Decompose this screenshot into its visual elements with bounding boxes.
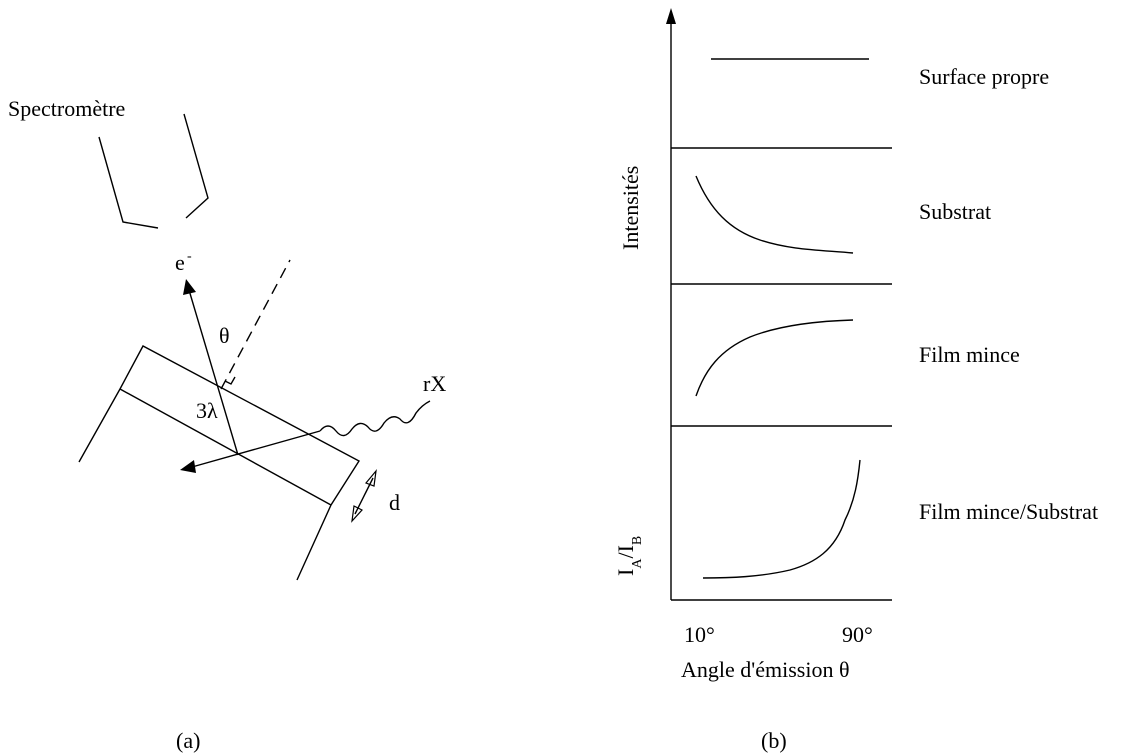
electron-arrowhead bbox=[183, 279, 196, 295]
row-label-substrat: Substrat bbox=[919, 199, 991, 224]
curve-film-mince bbox=[695, 319, 854, 397]
y-axis-arrowhead bbox=[666, 8, 676, 24]
ratio-sep: /I bbox=[613, 545, 638, 558]
electron-path bbox=[188, 289, 239, 456]
angle-label: θ bbox=[219, 323, 230, 348]
electron-superscript: - bbox=[187, 249, 192, 264]
panel-b-label: (b) bbox=[761, 728, 787, 753]
surface-normal bbox=[220, 259, 291, 390]
row-label-ratio: Film mince/Substrat bbox=[919, 499, 1098, 524]
spectrometer-shape-right bbox=[183, 113, 209, 219]
row-label-surface-propre: Surface propre bbox=[919, 64, 1049, 89]
y-axis-label-intensites: Intensités bbox=[618, 166, 643, 250]
depth-label: 3λ bbox=[196, 398, 218, 423]
curve-substrat bbox=[695, 175, 854, 254]
reflected-beam-arrowhead bbox=[180, 460, 196, 473]
sample-outline bbox=[78, 345, 360, 581]
row-label-film-mince: Film mince bbox=[919, 342, 1020, 367]
spectrometer-shape bbox=[98, 136, 159, 229]
ratio-sub-b: B bbox=[630, 536, 645, 545]
xray-label: rX bbox=[423, 371, 446, 396]
film-interface bbox=[119, 388, 332, 506]
x-axis-label: Angle d'émission θ bbox=[681, 657, 850, 682]
xray-wave bbox=[319, 400, 431, 437]
curve-ratio bbox=[702, 459, 861, 579]
ratio-main: I bbox=[613, 569, 638, 576]
panel-b: 10° 90° Angle d'émission θ Intensités IA… bbox=[613, 8, 1098, 753]
thickness-arrowhead-bottom bbox=[351, 505, 363, 523]
x-tick-10: 10° bbox=[684, 622, 715, 647]
spectrometer-label: Spectromètre bbox=[8, 96, 125, 121]
right-angle-marker bbox=[224, 376, 236, 385]
electron-label: e bbox=[175, 250, 185, 275]
x-tick-90: 90° bbox=[842, 622, 873, 647]
panel-a: Spectromètre e - θ 3λ rX d (a) bbox=[8, 96, 446, 753]
thickness-arrowhead-top bbox=[364, 469, 377, 487]
thickness-arrow bbox=[354, 477, 374, 515]
panel-a-label: (a) bbox=[176, 728, 200, 753]
ratio-sub-a: A bbox=[630, 558, 645, 569]
reflected-beam bbox=[191, 430, 321, 468]
svg-text:IA/IB: IA/IB bbox=[613, 536, 645, 576]
y-axis-label-ratio: IA/IB bbox=[613, 536, 645, 576]
thickness-label: d bbox=[389, 490, 400, 515]
